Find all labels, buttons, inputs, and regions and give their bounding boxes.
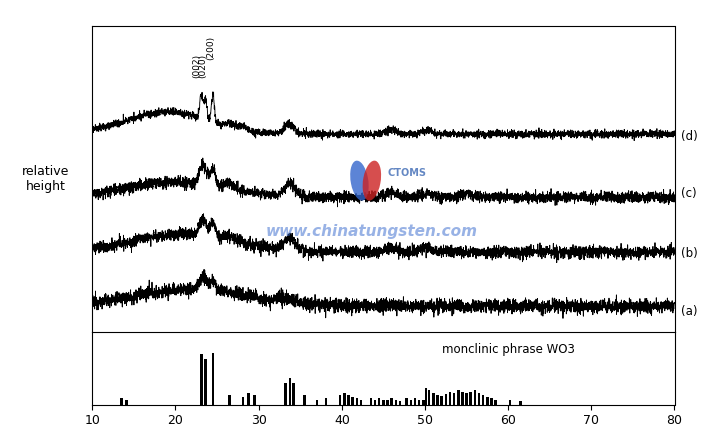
Bar: [241, 397, 244, 405]
Bar: [356, 398, 358, 405]
Bar: [410, 400, 412, 405]
Bar: [316, 400, 318, 405]
Bar: [247, 393, 250, 405]
Bar: [324, 398, 327, 405]
Bar: [494, 400, 497, 405]
Bar: [482, 395, 484, 405]
Bar: [399, 400, 401, 405]
Bar: [462, 392, 464, 405]
Bar: [382, 400, 385, 405]
Bar: [289, 378, 292, 405]
Text: CTOMS: CTOMS: [387, 168, 426, 178]
Bar: [414, 398, 416, 405]
Bar: [474, 390, 476, 405]
Bar: [422, 400, 425, 405]
Bar: [212, 353, 214, 405]
Bar: [432, 393, 435, 405]
Bar: [449, 392, 451, 405]
Bar: [229, 395, 231, 405]
Bar: [120, 398, 123, 405]
Bar: [478, 393, 480, 405]
Bar: [293, 383, 295, 405]
Text: monclinic phrase WO3: monclinic phrase WO3: [442, 343, 574, 356]
Bar: [425, 388, 427, 405]
Bar: [465, 393, 468, 405]
Bar: [204, 359, 207, 405]
Bar: [374, 400, 376, 405]
Text: www.chinatungsten.com: www.chinatungsten.com: [266, 224, 478, 239]
Bar: [520, 400, 522, 405]
Ellipse shape: [350, 161, 368, 201]
Bar: [457, 390, 459, 405]
Bar: [469, 392, 472, 405]
Bar: [491, 398, 493, 405]
Bar: [386, 400, 389, 405]
Text: (200): (200): [207, 36, 216, 60]
Text: relative
height: relative height: [22, 165, 70, 193]
Bar: [444, 394, 447, 405]
Text: (b): (b): [681, 247, 698, 260]
Text: (d): (d): [681, 130, 698, 143]
Bar: [395, 400, 397, 405]
Bar: [253, 395, 256, 405]
Bar: [418, 400, 420, 405]
Bar: [370, 398, 372, 405]
Bar: [343, 393, 346, 405]
Bar: [436, 395, 439, 405]
Bar: [508, 400, 511, 405]
Text: (002): (002): [192, 54, 201, 78]
Text: (a): (a): [681, 305, 698, 318]
Bar: [303, 395, 305, 405]
Ellipse shape: [363, 161, 381, 201]
Bar: [453, 393, 455, 405]
Bar: [428, 390, 430, 405]
Bar: [378, 398, 381, 405]
Bar: [347, 395, 350, 405]
Bar: [486, 397, 488, 405]
Bar: [440, 397, 443, 405]
Bar: [391, 398, 393, 405]
Bar: [360, 400, 362, 405]
Bar: [200, 354, 202, 405]
Bar: [284, 383, 287, 405]
Bar: [339, 395, 342, 405]
Bar: [351, 397, 354, 405]
Bar: [405, 398, 408, 405]
Text: (c): (c): [681, 187, 697, 200]
Text: (020): (020): [198, 54, 207, 78]
Bar: [125, 400, 128, 405]
